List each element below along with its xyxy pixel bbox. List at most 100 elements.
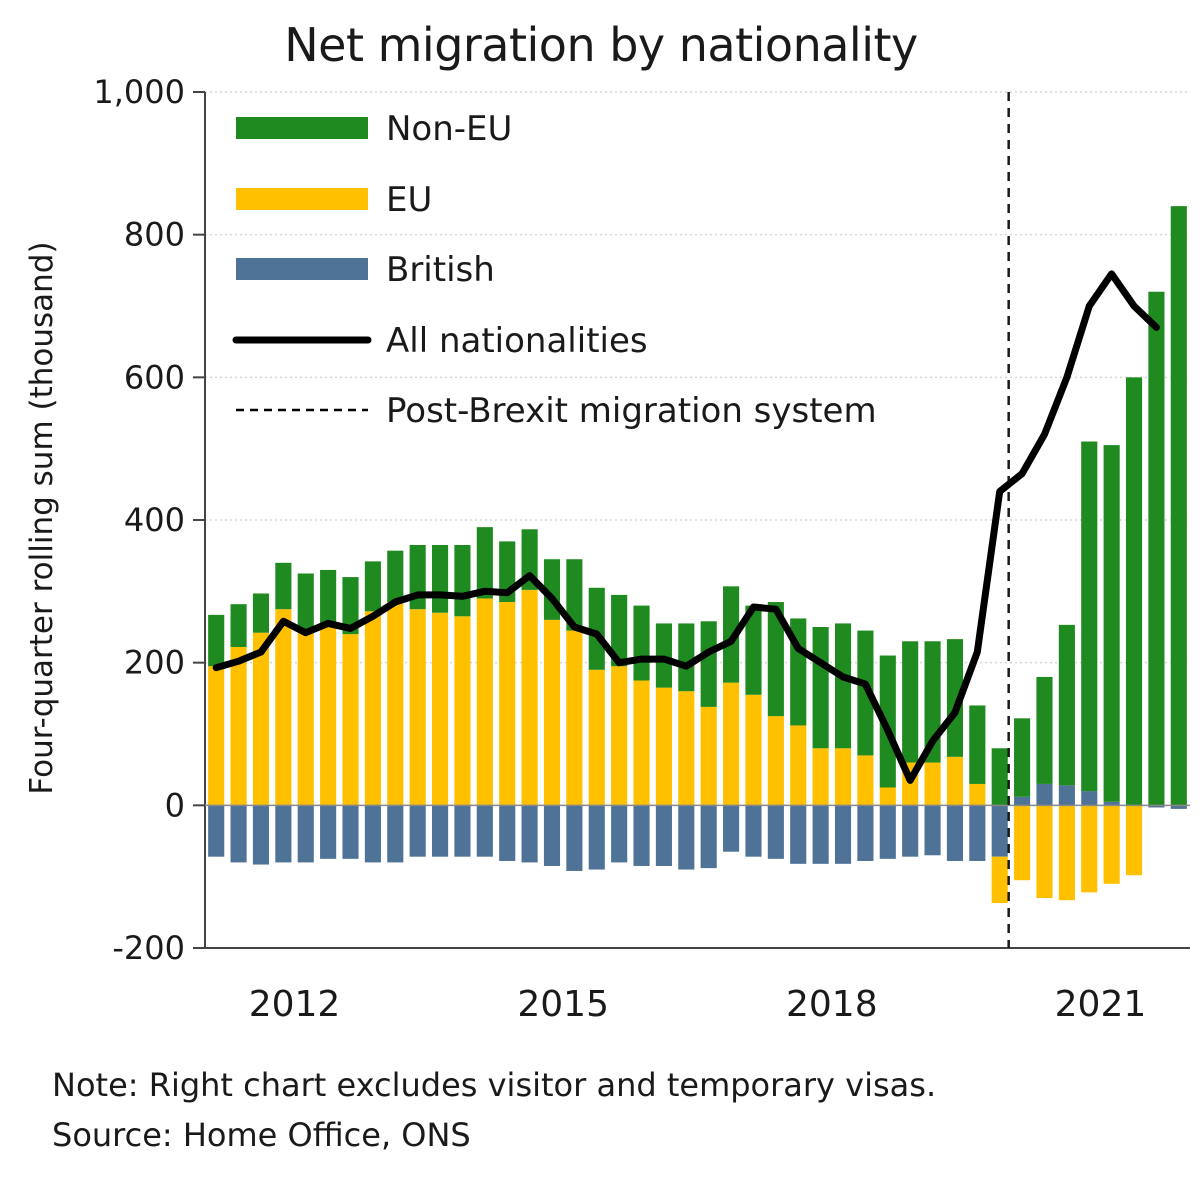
bar-eu bbox=[969, 783, 986, 806]
bar-british bbox=[230, 805, 247, 863]
y-tick-label: 800 bbox=[124, 216, 185, 254]
bar-eu bbox=[767, 716, 784, 806]
chart-title: Net migration by nationality bbox=[284, 18, 918, 72]
bar-eu bbox=[1125, 805, 1143, 876]
axes: 1,000 800 600 400 200 0 -200 2012 2015 2018 2021 bbox=[93, 73, 1190, 1025]
bar-non-eu bbox=[1125, 377, 1143, 806]
bar-eu bbox=[230, 646, 247, 806]
legend-label-british: British bbox=[386, 250, 495, 290]
bar-british bbox=[655, 805, 672, 866]
bar-eu bbox=[834, 748, 852, 806]
x-tick-label: 2012 bbox=[249, 984, 341, 1025]
bar-eu bbox=[678, 691, 695, 806]
bar-non-eu bbox=[678, 623, 695, 692]
bar-british bbox=[1170, 805, 1187, 809]
bar-british bbox=[991, 805, 1008, 857]
bar-eu bbox=[588, 669, 605, 806]
bar-eu bbox=[409, 609, 426, 806]
bar-non-eu bbox=[431, 544, 449, 613]
legend-swatch-non-eu bbox=[236, 117, 368, 139]
bar-eu bbox=[297, 630, 314, 806]
bar-non-eu bbox=[252, 593, 270, 633]
bar-non-eu bbox=[566, 559, 583, 631]
bar-non-eu bbox=[1081, 441, 1098, 792]
bar-british bbox=[387, 805, 404, 863]
bar-layer bbox=[208, 206, 1187, 904]
bar-british bbox=[342, 805, 359, 859]
bar-british bbox=[1148, 805, 1165, 808]
y-tick-label: 200 bbox=[124, 644, 185, 682]
bar-eu bbox=[1103, 805, 1120, 884]
bar-british bbox=[1014, 796, 1031, 806]
y-tick-label: 600 bbox=[124, 358, 185, 396]
bar-non-eu bbox=[297, 573, 314, 631]
bar-eu bbox=[208, 666, 225, 806]
bar-non-eu bbox=[767, 602, 784, 717]
bar-british bbox=[812, 805, 829, 864]
bar-british bbox=[454, 805, 471, 857]
bar-eu bbox=[342, 634, 359, 806]
bar-non-eu bbox=[1036, 676, 1053, 784]
bar-british bbox=[1103, 801, 1120, 806]
bar-british bbox=[723, 805, 740, 852]
legend-label-all-nationalities: All nationalities bbox=[386, 321, 648, 361]
bar-eu bbox=[454, 616, 471, 806]
bar-non-eu bbox=[745, 605, 762, 695]
bar-eu bbox=[812, 748, 829, 806]
bar-eu bbox=[499, 602, 516, 806]
x-tick-label: 2021 bbox=[1055, 984, 1147, 1025]
bar-british bbox=[1036, 783, 1053, 806]
bar-non-eu bbox=[387, 550, 404, 603]
bar-non-eu bbox=[812, 627, 829, 749]
line-layer bbox=[212, 92, 1160, 948]
bar-british bbox=[320, 805, 337, 859]
bar-eu bbox=[700, 706, 717, 806]
bar-non-eu bbox=[655, 623, 672, 688]
bar-non-eu bbox=[611, 594, 628, 667]
bar-eu bbox=[364, 611, 381, 806]
bar-non-eu bbox=[208, 614, 225, 667]
bar-eu bbox=[252, 632, 270, 806]
bar-british bbox=[745, 805, 762, 857]
bar-eu bbox=[745, 694, 762, 806]
bar-eu bbox=[1058, 805, 1075, 901]
bar-eu bbox=[633, 680, 650, 806]
bar-eu bbox=[946, 756, 964, 806]
y-tick-label: 1,000 bbox=[93, 73, 185, 111]
bar-british bbox=[409, 805, 426, 857]
bar-british bbox=[924, 805, 941, 856]
bar-eu bbox=[857, 755, 874, 806]
bar-non-eu bbox=[320, 569, 337, 624]
bar-eu bbox=[476, 598, 493, 806]
bar-non-eu bbox=[1014, 718, 1031, 797]
bar-british bbox=[566, 805, 583, 871]
bar-eu bbox=[320, 623, 337, 806]
bar-british bbox=[767, 805, 784, 859]
bar-non-eu bbox=[857, 630, 874, 756]
bar-british bbox=[879, 805, 896, 859]
bar-british bbox=[521, 805, 538, 863]
bar-non-eu bbox=[364, 561, 381, 612]
bar-british bbox=[476, 805, 493, 857]
bar-british bbox=[1058, 785, 1075, 806]
legend-label-post-brexit-migration-system: Post-Brexit migration system bbox=[386, 391, 877, 431]
bar-eu bbox=[723, 682, 740, 806]
bar-eu bbox=[611, 666, 628, 806]
footer-note: Note: Right chart excludes visitor and t… bbox=[52, 1066, 937, 1104]
bar-eu bbox=[1036, 805, 1053, 899]
x-tick-label: 2018 bbox=[786, 984, 878, 1025]
bar-eu bbox=[924, 762, 941, 806]
footer-source: Source: Home Office, ONS bbox=[52, 1116, 471, 1154]
bar-non-eu bbox=[454, 544, 471, 617]
bar-british bbox=[834, 805, 852, 864]
bar-british bbox=[969, 805, 986, 861]
bar-british bbox=[208, 805, 225, 857]
bar-non-eu bbox=[1103, 445, 1120, 802]
y-tick-label: -200 bbox=[112, 929, 185, 967]
bar-non-eu bbox=[902, 641, 919, 763]
legend-swatch-eu bbox=[236, 188, 368, 210]
bar-eu bbox=[1081, 805, 1098, 893]
bar-eu bbox=[543, 619, 561, 806]
legend-label-eu: EU bbox=[386, 180, 432, 220]
